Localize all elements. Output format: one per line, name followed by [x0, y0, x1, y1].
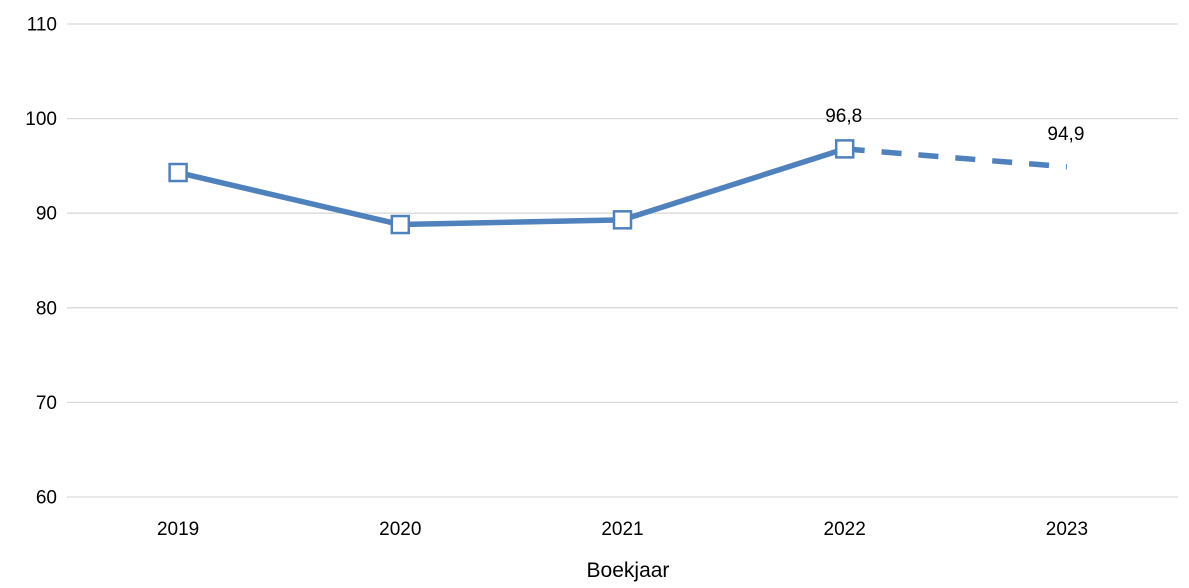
y-axis-ticks: 60 70 80 90 100 110: [25, 15, 57, 509]
data-labels: 96,8 94,9: [825, 106, 1084, 145]
x-tick-label-2020: 2020: [379, 519, 421, 540]
data-point-2022: [834, 139, 855, 159]
data-label-2023: 94,9: [1047, 124, 1084, 145]
line-segment-2020-2021: [397, 217, 626, 228]
y-tick-label-110: 110: [27, 15, 57, 36]
x-axis-title: Boekjaar: [587, 559, 670, 582]
line-segment-2021-2022: [619, 146, 848, 223]
y-tick-label-100: 100: [25, 109, 57, 130]
y-tick-label-80: 80: [36, 298, 57, 319]
data-point-2020: [390, 214, 411, 235]
series-line: [175, 146, 1068, 228]
data-label-2022: 96,8: [825, 106, 862, 127]
y-tick-label-90: 90: [36, 204, 57, 225]
x-tick-label-2022: 2022: [824, 519, 866, 540]
series-markers: [168, 139, 855, 235]
x-tick-label-2023: 2023: [1046, 519, 1088, 540]
x-tick-label-2021: 2021: [601, 519, 643, 540]
data-point-2021: [612, 210, 633, 230]
x-tick-label-2019: 2019: [157, 519, 199, 540]
y-tick-label-70: 70: [36, 393, 57, 414]
gridlines: [67, 23, 1178, 498]
y-tick-label-60: 60: [36, 488, 57, 509]
x-axis-ticks: 2019 2020 2021 2022 2023: [157, 519, 1088, 540]
data-point-2019: [168, 162, 188, 183]
line-segment-2022-2023: [844, 146, 1068, 170]
line-segment-2019-2020: [175, 169, 404, 228]
